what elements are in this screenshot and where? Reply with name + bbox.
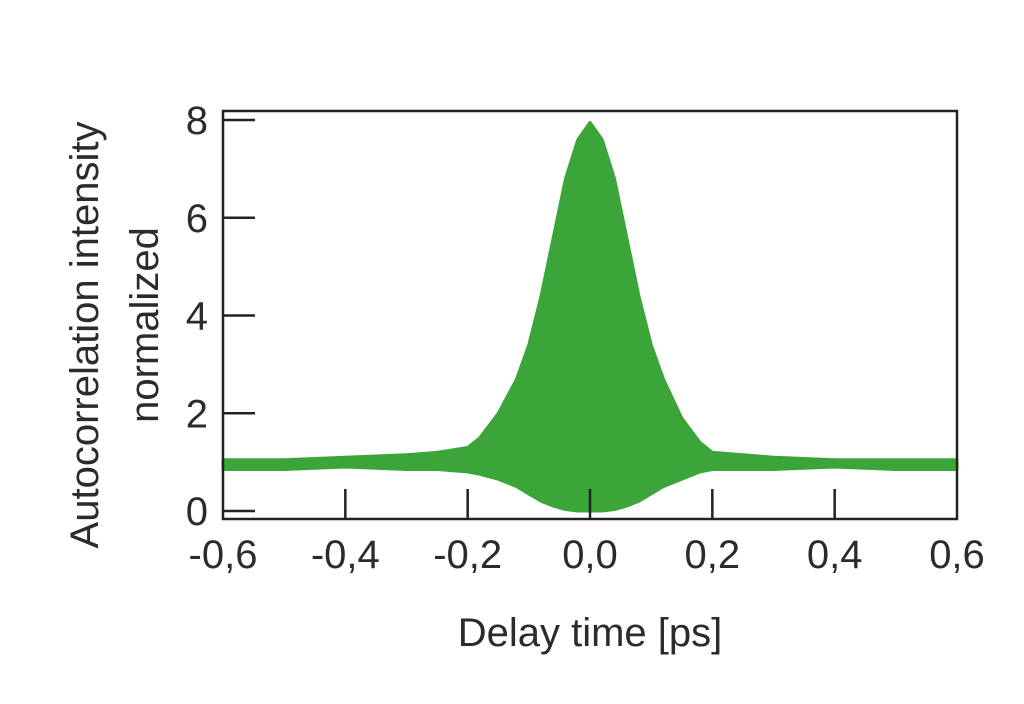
- tick-labels: -0,6 -0,4 -0,2 0,0 0,2 0,4 0,6 0 2 4 6 8: [186, 99, 985, 577]
- series-band-0: [221, 120, 959, 513]
- x-tick-label: 0,4: [807, 533, 863, 577]
- y-axis-title-line2: normalized: [123, 227, 167, 423]
- x-tick-label: -0,2: [433, 533, 502, 577]
- x-tick-label: 0,0: [562, 533, 618, 577]
- axis-ticks: [223, 118, 836, 519]
- y-tick-label: 2: [186, 392, 208, 436]
- x-tick-label: 0,2: [685, 533, 741, 577]
- y-tick-label: 8: [186, 99, 208, 143]
- y-tick-label: 4: [186, 295, 208, 339]
- x-tick-label: -0,6: [189, 533, 258, 577]
- y-tick-label: 6: [186, 197, 208, 241]
- y-tick-label: 0: [186, 490, 208, 534]
- plot-area: [221, 120, 959, 513]
- y-axis-title-line1: Autocorrelation intensity: [63, 122, 107, 549]
- x-axis-title: Delay time [ps]: [458, 611, 723, 655]
- x-tick-label: 0,6: [929, 533, 985, 577]
- x-tick-label: -0,4: [311, 533, 380, 577]
